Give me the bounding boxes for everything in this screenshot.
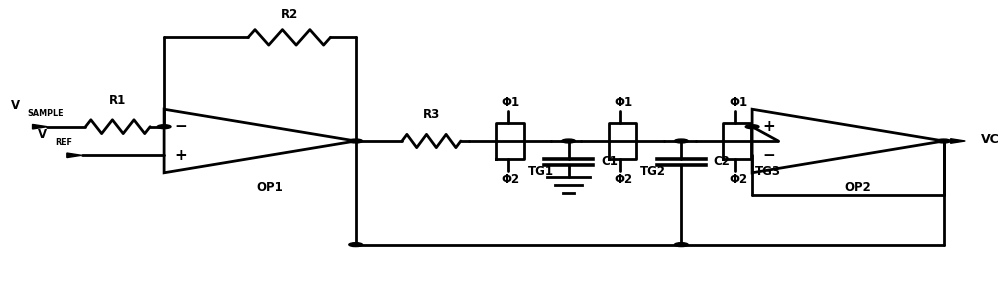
Text: R1: R1	[109, 94, 126, 107]
Text: OP2: OP2	[844, 182, 871, 195]
Circle shape	[349, 243, 363, 246]
Text: Φ2: Φ2	[729, 173, 747, 186]
Text: Φ1: Φ1	[729, 96, 747, 109]
Text: Φ1: Φ1	[614, 96, 632, 109]
Text: V: V	[11, 100, 20, 113]
Text: OP1: OP1	[256, 182, 283, 195]
Polygon shape	[67, 153, 82, 158]
Text: R2: R2	[281, 8, 298, 21]
Text: C1: C1	[601, 155, 618, 168]
Text: SAMPLE: SAMPLE	[28, 109, 64, 118]
Text: +: +	[174, 148, 187, 163]
Text: TG3: TG3	[755, 165, 781, 178]
Text: REF: REF	[55, 138, 72, 147]
Text: C2: C2	[714, 155, 731, 168]
Circle shape	[157, 125, 171, 129]
Text: TG2: TG2	[640, 165, 666, 178]
Text: TG1: TG1	[527, 165, 553, 178]
Circle shape	[937, 139, 951, 143]
Circle shape	[674, 139, 688, 143]
Circle shape	[745, 125, 759, 129]
Text: V: V	[38, 128, 48, 141]
Text: VC: VC	[981, 133, 1000, 146]
Text: +: +	[762, 119, 775, 134]
Text: Φ2: Φ2	[502, 173, 520, 186]
Polygon shape	[33, 124, 47, 129]
Text: −: −	[174, 119, 187, 134]
Text: −: −	[762, 148, 775, 163]
Circle shape	[562, 139, 575, 143]
Polygon shape	[951, 139, 965, 143]
Text: Φ2: Φ2	[614, 173, 632, 186]
Circle shape	[349, 139, 363, 143]
Text: Φ1: Φ1	[502, 96, 520, 109]
Circle shape	[674, 243, 688, 246]
Text: R3: R3	[423, 108, 440, 121]
